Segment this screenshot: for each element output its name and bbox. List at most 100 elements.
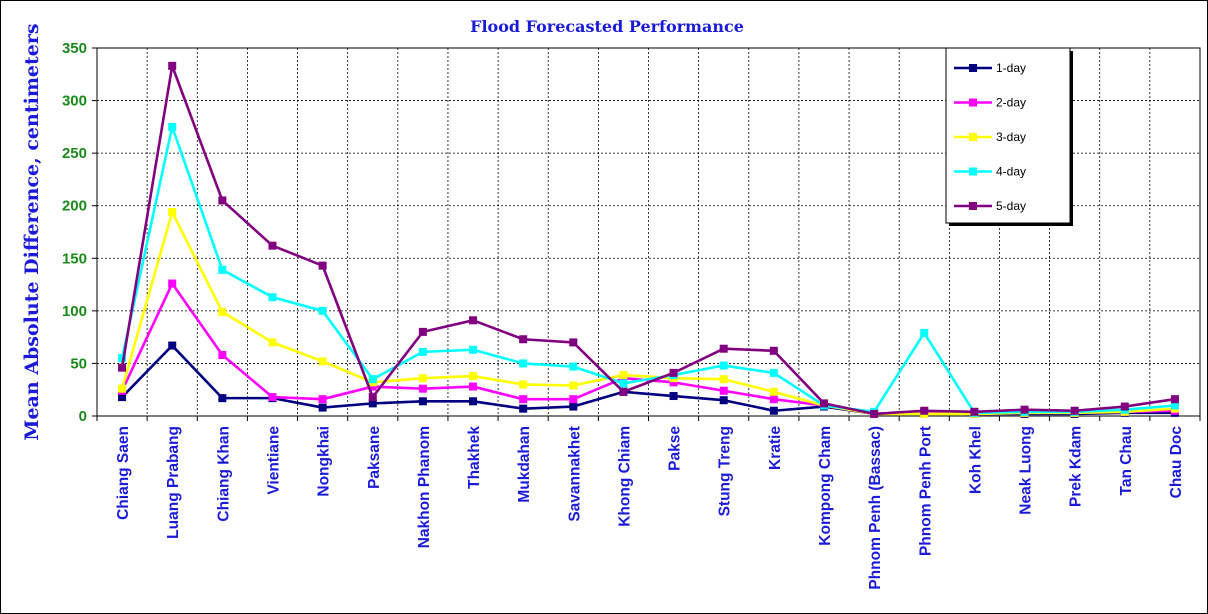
y-tick-label: 300 [62,93,87,110]
data-point-3-day [569,381,578,390]
data-point-5-day [368,393,377,402]
y-tick-label: 150 [62,250,87,267]
data-point-3-day [619,370,628,379]
data-point-5-day [1070,406,1079,415]
data-point-3-day [318,357,327,366]
data-point-2-day [719,386,728,395]
x-tick-label: Prek Kdam [1068,426,1085,507]
x-tick-label: Koh Khel [967,426,984,494]
series-line-5-day [120,64,1176,416]
x-tick-label: Kratie [767,426,784,470]
data-point-1-day [118,393,127,402]
data-point-5-day [769,346,778,355]
legend-label: 4-day [996,165,1026,179]
x-tick-label: Khong Chiam [616,426,633,527]
data-point-5-day [168,61,177,70]
data-point-4-day [368,375,377,384]
x-tick-label: Chiang Khan [215,426,232,522]
data-point-5-day [1020,405,1029,414]
legend-swatch-marker [969,167,977,176]
data-point-4-day [619,379,628,388]
data-point-1-day [519,404,528,413]
data-point-1-day [469,397,478,406]
data-point-4-day [1170,401,1179,410]
data-point-1-day [218,394,227,403]
x-tick-label: Phnom Penh (Bassac) [867,426,884,590]
y-tick-label: 250 [62,145,87,162]
data-point-4-day [569,362,578,371]
data-point-5-day [669,368,678,377]
x-tick-label: Neak Luong [1018,426,1035,515]
chart-title: Flood Forecasted Performance [470,17,744,36]
data-point-5-day [719,344,728,353]
legend-swatch-marker [969,133,977,141]
data-point-3-day [769,387,778,396]
data-point-4-day [118,354,127,363]
data-point-2-day [769,395,778,404]
data-point-1-day [168,341,177,350]
series-line-4-day [120,125,1176,415]
x-tick-label: Savannakhet [566,426,583,522]
data-point-2-day [168,279,177,288]
x-tick-label: Chau Doc [1168,426,1185,499]
data-point-1-day [769,406,778,415]
data-point-2-day [669,378,678,387]
data-point-3-day [268,338,277,347]
data-point-5-day [970,407,979,416]
data-point-1-day [669,392,678,401]
x-tick-label: Nakhon Phanom [416,426,433,548]
y-tick-label: 350 [62,40,87,57]
data-point-4-day [218,265,227,274]
legend-label: 5-day [996,199,1026,213]
data-point-4-day [769,368,778,377]
legend-box [945,47,1071,224]
y-tick-label: 100 [62,303,87,320]
data-point-4-day [719,361,728,370]
data-point-5-day [819,399,828,408]
data-point-3-day [118,384,127,393]
data-point-2-day [218,351,227,360]
y-tick-label: 200 [62,198,87,215]
data-point-3-day [519,380,528,389]
y-axis-label: Mean Absolute Difference, centimeters [21,23,43,440]
data-point-3-day [218,307,227,316]
data-point-1-day [418,397,427,406]
legend-swatch-marker [969,98,977,107]
data-point-4-day [920,328,929,337]
data-point-5-day [118,363,127,372]
legend-label: 3-day [996,130,1026,144]
legend-label: 1-day [996,61,1026,75]
legend-swatch-marker [969,64,977,72]
data-point-2-day [519,395,528,404]
data-point-2-day [368,382,377,391]
data-point-1-day [318,403,327,412]
data-point-4-day [168,122,177,131]
x-tick-label: Thakhek [466,426,483,489]
data-point-5-day [519,335,528,344]
data-point-1-day [368,399,377,408]
data-point-3-day [418,374,427,383]
data-point-4-day [268,293,277,302]
x-tick-label: Nongkhai [316,426,333,497]
data-point-5-day [920,406,929,415]
data-point-2-day [469,382,478,391]
x-tick-label: Tan Chau [1118,426,1135,495]
y-tick-label: 0 [79,408,87,425]
data-point-2-day [418,384,427,393]
data-point-4-day [418,347,427,356]
x-tick-label: Stung Treng [717,426,734,516]
data-point-2-day [569,395,578,404]
data-point-4-day [469,345,478,354]
data-point-1-day [719,396,728,405]
data-point-5-day [870,409,879,418]
data-point-3-day [719,375,728,384]
y-tick-label: 50 [70,355,87,372]
legend-swatch-marker [969,202,977,210]
data-point-5-day [218,196,227,205]
x-tick-label: Luang Prabang [165,426,182,539]
data-point-2-day [318,395,327,404]
data-point-5-day [268,241,277,250]
data-point-3-day [168,208,177,217]
